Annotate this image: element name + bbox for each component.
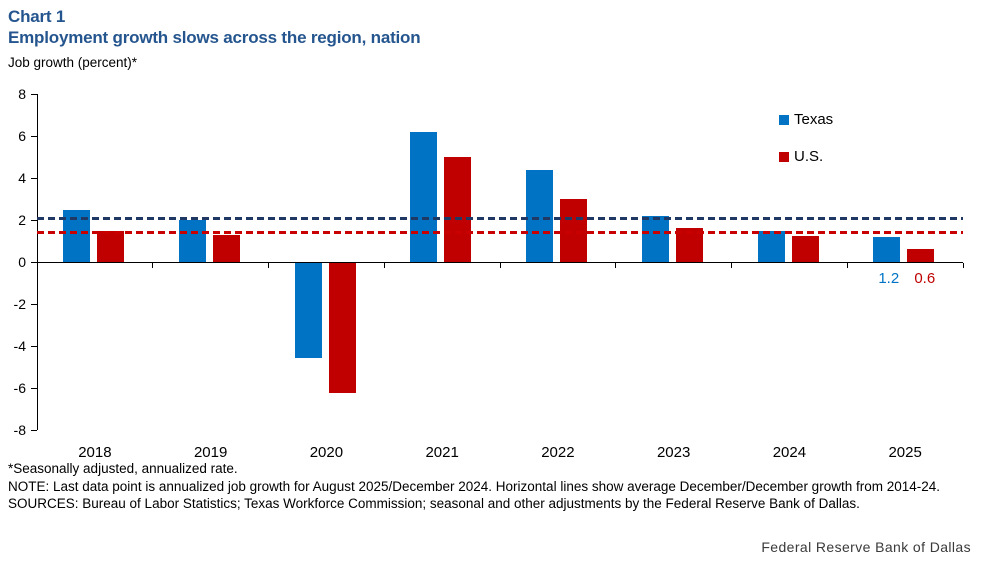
- y-tick-mark: [31, 345, 37, 347]
- y-tick-label: 6: [18, 128, 26, 144]
- y-tick-mark: [31, 135, 37, 137]
- us-average-dashed-line: [37, 231, 963, 235]
- x-tick-mark: [268, 263, 269, 268]
- us-bar-2021: [444, 157, 472, 262]
- y-axis-label: Job growth (percent)*: [8, 55, 138, 70]
- legend-label-texas: Texas: [794, 111, 834, 128]
- y-tick-label: -2: [13, 296, 26, 312]
- texas-bar-2020: [294, 263, 322, 358]
- y-tick-mark: [31, 387, 37, 389]
- title-block: Chart 1 Employment growth slows across t…: [8, 6, 421, 48]
- texas-average-dashed-line: [37, 217, 963, 221]
- x-axis-label-2022: 2022: [541, 444, 575, 461]
- x-axis-label-2024: 2024: [772, 444, 807, 461]
- y-tick-mark: [31, 303, 37, 305]
- texas-bar-2021: [410, 131, 438, 262]
- footnote-note: NOTE: Last data point is annualized job …: [8, 478, 941, 494]
- x-axis-label-2020: 2020: [309, 444, 344, 461]
- x-axis-label-2025: 2025: [888, 444, 922, 461]
- texas-bar-2024: [757, 230, 785, 262]
- x-tick-mark: [499, 263, 501, 268]
- y-tick-label: -6: [13, 380, 26, 396]
- us-bar-2020: [328, 263, 356, 394]
- footnotes-block: *Seasonally adjusted, annualized rate. N…: [8, 460, 992, 513]
- footnote-sources: SOURCES: Bureau of Labor Statistics; Tex…: [8, 496, 860, 511]
- us-legend-swatch-icon: [779, 151, 789, 162]
- texas-bar-2022: [526, 169, 553, 262]
- texas-bar-2025: [873, 236, 901, 262]
- us-bar-2018: [97, 230, 124, 262]
- x-axis-label-2021: 2021: [425, 444, 459, 461]
- y-tick-label: -8: [13, 422, 26, 438]
- x-tick-mark: [152, 263, 154, 268]
- chart-title: Employment growth slows across the regio…: [8, 28, 421, 47]
- chart-number: Chart 1: [8, 7, 66, 26]
- y-tick-label: 0: [18, 254, 26, 270]
- x-tick-mark: [846, 263, 848, 268]
- plot-area: -8 -6 -4 -2 0 2 4 6 8 2018 2019 2020 2021 2022 2023 202…: [14, 86, 964, 461]
- x-axis-zero-line: [37, 262, 963, 263]
- x-axis-label-2019: 2019: [193, 444, 228, 461]
- y-tick-mark: [31, 93, 37, 95]
- y-tick-label: 4: [18, 170, 26, 186]
- branding-text: Federal Reserve Bank of Dallas: [761, 539, 971, 555]
- us-bar-2022: [560, 199, 587, 262]
- y-tick-mark: [31, 261, 37, 263]
- y-tick-mark: [31, 219, 37, 221]
- us-bar-2019: [212, 234, 240, 262]
- us-bar-2025: [907, 249, 935, 262]
- texas-last-value-label: 1.2: [878, 270, 900, 287]
- us-last-value-label: 0.6: [914, 270, 936, 287]
- texas-legend-swatch-icon: [779, 114, 789, 125]
- x-tick-mark: [36, 263, 38, 268]
- y-tick-label: 2: [18, 212, 26, 228]
- x-tick-mark: [615, 263, 617, 268]
- texas-bar-2019: [178, 220, 206, 262]
- x-tick-mark: [731, 263, 732, 268]
- y-tick-label: 8: [18, 86, 26, 102]
- texas-bar-2023: [641, 215, 669, 262]
- y-tick-mark: [31, 429, 37, 431]
- x-tick-mark: [383, 263, 385, 268]
- y-tick-mark: [31, 177, 37, 179]
- y-tick-label: -4: [13, 338, 26, 354]
- footnote-seasonal: *Seasonally adjusted, annualized rate.: [8, 461, 238, 476]
- us-bar-2024: [791, 235, 819, 262]
- x-axis-label-2018: 2018: [78, 444, 112, 461]
- legend-label-us: U.S.: [794, 148, 824, 165]
- legend-item-texas: Texas: [779, 111, 833, 128]
- legend-item-us: U.S.: [779, 148, 823, 165]
- x-tick-mark: [962, 263, 964, 268]
- x-axis-label-2023: 2023: [656, 444, 691, 461]
